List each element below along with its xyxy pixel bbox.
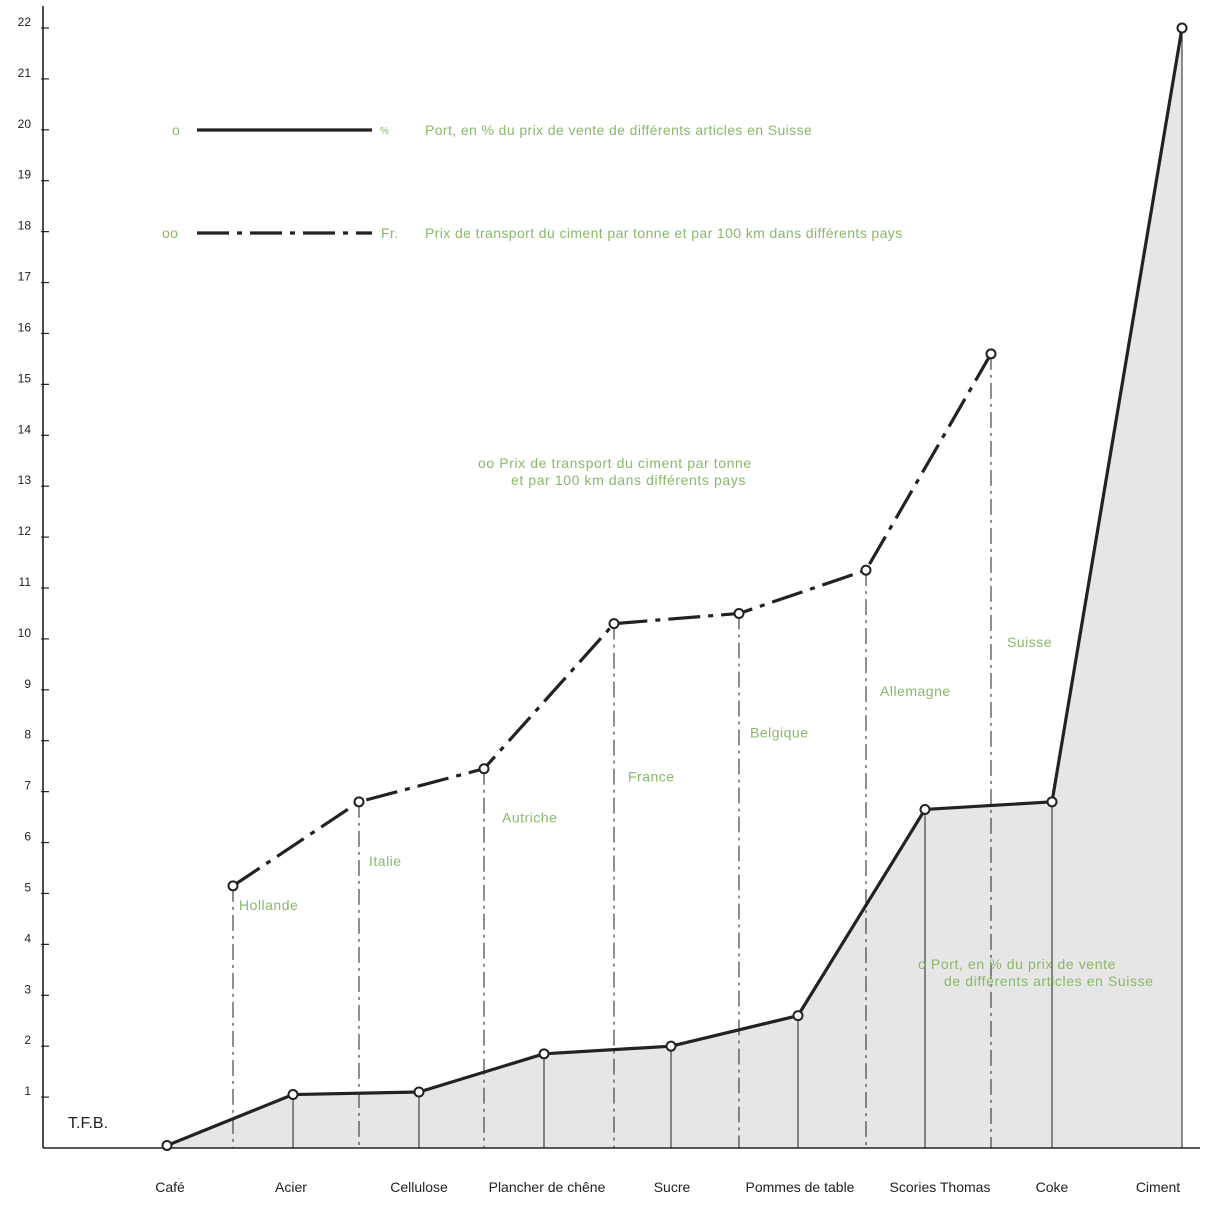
y-tick-label-6: 6 (24, 830, 31, 844)
y-tick-label-22: 22 (18, 15, 32, 29)
y-tick-label-17: 17 (18, 270, 32, 284)
y-tick-label-10: 10 (18, 626, 32, 640)
y-tick-label-7: 7 (24, 779, 31, 793)
transport-point-2 (478, 763, 490, 775)
port-point-2 (413, 1086, 425, 1098)
transport-point-0 (227, 880, 239, 892)
transport-point-5 (860, 564, 872, 576)
y-tick-label-1: 1 (24, 1084, 31, 1098)
port-point-4 (665, 1040, 677, 1052)
port-point-8 (1176, 22, 1188, 34)
y-tick-label-13: 13 (18, 473, 32, 487)
y-tick-label-12: 12 (18, 524, 32, 538)
category-label-0: Café (155, 1179, 185, 1195)
legend-port-text: Port, en % du prix de vente de différent… (425, 122, 812, 138)
y-tick-label-20: 20 (18, 117, 32, 131)
y-tick-label-19: 19 (18, 168, 32, 182)
port-point-5 (792, 1010, 804, 1022)
y-tick-label-3: 3 (24, 982, 31, 996)
legend-transport-text: Prix de transport du ciment par tonne et… (425, 225, 903, 241)
port-point-3 (538, 1048, 550, 1060)
note-transport-line1: oo Prix de transport du ciment par tonne (478, 455, 752, 471)
country-label-4: Belgique (750, 724, 809, 740)
transport-point-1 (353, 796, 365, 808)
y-tick-label-2: 2 (24, 1033, 31, 1047)
port-point-0 (161, 1139, 173, 1151)
note-port-line1: o Port, en % du prix de vente (918, 956, 1116, 972)
port-point-7 (1046, 796, 1058, 808)
legend-port-marker: o (172, 122, 180, 138)
category-label-3: Plancher de chêne (489, 1179, 606, 1195)
category-label-6: Scories Thomas (890, 1179, 991, 1195)
transport-point-6 (985, 348, 997, 360)
port-area (167, 28, 1182, 1148)
y-tick-label-14: 14 (18, 422, 32, 436)
category-label-2: Cellulose (390, 1179, 448, 1195)
port-point-1 (287, 1089, 299, 1101)
y-tick-label-16: 16 (18, 320, 32, 334)
y-tick-label-4: 4 (24, 931, 31, 945)
transport-point-3 (608, 618, 620, 630)
legend: o % Port, en % du prix de vente de diffé… (162, 122, 903, 241)
y-tick-label-21: 21 (18, 66, 32, 80)
y-tick-label-15: 15 (18, 371, 32, 385)
y-tick-label-8: 8 (24, 728, 31, 742)
category-label-8: Ciment (1136, 1179, 1180, 1195)
note-port-line2: de différents articles en Suisse (944, 973, 1154, 989)
legend-transport-unit: Fr. (381, 225, 399, 241)
category-label-5: Pommes de table (746, 1179, 855, 1195)
country-label-2: Autriche (502, 810, 557, 826)
category-label-1: Acier (275, 1179, 307, 1195)
y-tick-label-5: 5 (24, 880, 31, 894)
transport-point-4 (733, 607, 745, 619)
country-label-1: Italie (369, 853, 402, 869)
port-point-6 (919, 803, 931, 815)
country-label-5: Allemagne (880, 683, 951, 699)
note-transport-line2: et par 100 km dans différents pays (511, 472, 746, 488)
tfb-label: T.F.B. (68, 1115, 108, 1132)
y-tick-label-18: 18 (18, 219, 32, 233)
y-tick-label-9: 9 (24, 677, 31, 691)
country-label-6: Suisse (1007, 634, 1052, 650)
category-label-7: Coke (1036, 1179, 1069, 1195)
legend-port-unit: % (380, 126, 389, 137)
category-label-4: Sucre (654, 1179, 691, 1195)
country-label-3: France (628, 769, 675, 785)
legend-transport-marker: oo (162, 225, 178, 241)
y-tick-label-11: 11 (19, 575, 32, 589)
country-label-0: Hollande (239, 897, 298, 913)
